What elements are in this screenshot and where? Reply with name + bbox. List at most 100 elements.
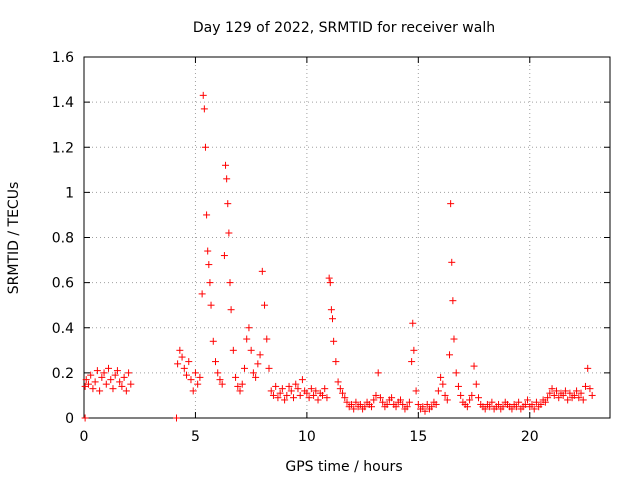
- data-point: [107, 376, 115, 384]
- data-point: [515, 398, 523, 406]
- data-point: [524, 396, 532, 404]
- x-tick-label: 20: [521, 429, 539, 445]
- chart-title: Day 129 of 2022, SRMTID for receiver wal…: [193, 20, 495, 36]
- data-points: [81, 91, 596, 422]
- data-point: [187, 376, 195, 384]
- data-point: [111, 371, 119, 379]
- data-point: [267, 387, 275, 395]
- data-point: [287, 387, 295, 395]
- data-point: [216, 376, 224, 384]
- data-point: [329, 315, 337, 323]
- data-point: [258, 267, 266, 275]
- data-point: [347, 400, 355, 408]
- y-tick-label: 1.4: [52, 95, 74, 111]
- data-point: [446, 351, 454, 359]
- data-point: [310, 391, 318, 399]
- y-tick-label: 0.6: [52, 276, 74, 292]
- data-point: [318, 391, 326, 399]
- y-tick-label: 0: [65, 411, 74, 427]
- data-point: [495, 400, 503, 408]
- y-tick-label: 1.2: [52, 140, 74, 156]
- data-point: [245, 324, 253, 332]
- data-point: [486, 403, 494, 411]
- data-point: [432, 400, 440, 408]
- data-point: [174, 360, 182, 368]
- data-point: [209, 337, 217, 345]
- data-point: [544, 394, 552, 402]
- data-point: [372, 391, 380, 399]
- data-point: [374, 369, 382, 377]
- data-point: [269, 391, 277, 399]
- x-axis-label: GPS time / hours: [285, 459, 402, 475]
- data-point: [399, 400, 407, 408]
- data-point: [183, 371, 191, 379]
- data-point: [226, 279, 234, 287]
- data-point: [350, 405, 358, 413]
- data-point: [312, 387, 320, 395]
- data-point: [283, 391, 291, 399]
- data-point: [383, 400, 391, 408]
- data-point: [227, 306, 235, 314]
- data-point: [564, 396, 572, 404]
- data-point: [243, 335, 251, 343]
- data-point: [412, 387, 420, 395]
- axis-ticks: 0 0.2 0.4 0.6 0.8 1 1.2 1.4 1.6 0 5 10 15 20: [52, 50, 610, 445]
- data-point: [87, 371, 95, 379]
- data-point: [256, 351, 264, 359]
- data-point: [586, 385, 594, 393]
- data-point: [528, 400, 536, 408]
- data-point: [207, 301, 215, 309]
- data-point: [512, 403, 520, 411]
- data-point: [214, 369, 222, 377]
- data-point: [352, 398, 360, 406]
- data-point: [339, 389, 347, 397]
- data-point: [176, 346, 184, 354]
- y-tick-label: 1: [65, 185, 74, 201]
- data-point: [570, 391, 578, 399]
- data-point: [263, 335, 271, 343]
- data-point: [281, 396, 289, 404]
- data-point: [434, 387, 442, 395]
- y-tick-label: 1.6: [52, 50, 74, 66]
- data-point: [84, 380, 92, 388]
- data-point: [336, 385, 344, 393]
- data-point: [356, 400, 364, 408]
- data-point: [561, 387, 569, 395]
- data-point: [441, 391, 449, 399]
- y-tick-label: 0.4: [52, 321, 74, 337]
- data-point: [232, 373, 240, 381]
- data-point: [581, 382, 589, 390]
- data-point: [303, 389, 311, 397]
- data-point: [224, 200, 232, 208]
- data-point: [414, 400, 422, 408]
- data-point: [559, 391, 567, 399]
- data-point: [334, 378, 342, 386]
- data-point: [240, 364, 248, 372]
- data-point: [172, 414, 180, 422]
- data-point: [98, 373, 106, 381]
- data-point: [178, 353, 186, 361]
- data-point: [405, 398, 413, 406]
- data-point: [421, 407, 429, 415]
- data-point: [89, 385, 97, 393]
- x-tick-label: 0: [80, 429, 89, 445]
- data-point: [96, 387, 104, 395]
- data-point: [125, 369, 133, 377]
- x-tick-label: 10: [298, 429, 316, 445]
- data-point: [379, 398, 387, 406]
- data-point: [236, 387, 244, 395]
- data-point: [91, 378, 99, 386]
- data-point: [203, 211, 211, 219]
- data-point: [276, 389, 284, 397]
- data-point: [343, 398, 351, 406]
- data-point: [222, 161, 230, 169]
- data-point: [225, 229, 233, 237]
- data-point: [201, 143, 209, 151]
- data-point: [368, 403, 376, 411]
- data-point: [481, 405, 489, 413]
- data-point: [265, 364, 273, 372]
- data-point: [118, 382, 126, 390]
- data-point: [423, 400, 431, 408]
- data-point: [122, 387, 130, 395]
- data-point: [229, 346, 237, 354]
